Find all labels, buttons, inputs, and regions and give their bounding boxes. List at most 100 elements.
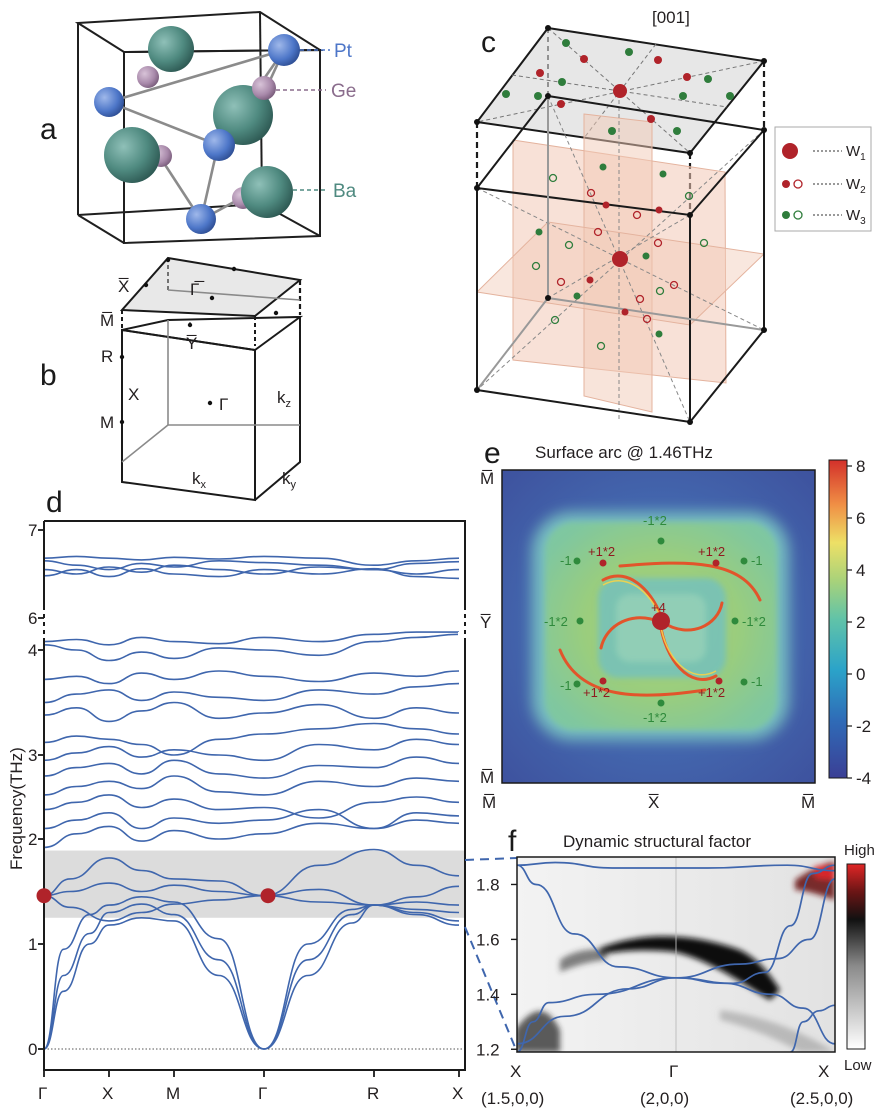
panel-e: e Surface arc @ 1.46THz +4 (480, 437, 871, 812)
xtick-gamma-1: Γ (38, 1084, 47, 1103)
surface-arc-title: Surface arc @ 1.46THz (535, 443, 713, 462)
panel-d: d 0 1 2 3 4 6 7 Frequency(THz) Γ X M Γ (7, 486, 518, 1103)
legend-w3: W3 (846, 207, 866, 227)
xtick-r: R (367, 1084, 379, 1103)
xtick-x-2: X (452, 1084, 463, 1103)
bz-m: M (100, 413, 114, 432)
bz-x: X (128, 385, 139, 404)
bulk-bz (121, 315, 304, 502)
panel-b: b X̅ Γ̅ M̅ Y̅ R X Γ M (40, 256, 304, 502)
dsf-yticks: 1.2 1.4 1.6 1.8 (476, 875, 517, 1059)
red-label-bl: +1*2 (583, 685, 610, 700)
xtick-gamma-2: Γ (258, 1084, 267, 1103)
e-xtick-mid: X̅ (648, 793, 659, 812)
weyl-legend: W1 W2 W3 (774, 126, 872, 232)
phonon-band-7 (43, 808, 460, 830)
f-xcoord-mid: (2,0,0) (640, 1089, 689, 1108)
bz-kx: kx (192, 469, 207, 491)
zoom-connector-top (464, 857, 518, 861)
ytick-3: 3 (28, 746, 37, 765)
colorbar-e-tick-4: 0 (856, 665, 865, 684)
ytick-2: 2 (28, 830, 37, 849)
phonon-band-18 (43, 555, 460, 567)
colorbar-e-tick-5: -2 (856, 717, 871, 736)
xtick-x-1: X (102, 1084, 113, 1103)
ylabel-frequency: Frequency(THz) (7, 747, 26, 870)
e-xtick-left: M̅ (482, 793, 496, 812)
red-label-br: +1*2 (698, 685, 725, 700)
bz-kz: kz (277, 388, 291, 410)
ba-atom (104, 127, 160, 183)
legend-w2: W2 (846, 176, 866, 196)
xtick-m: M (166, 1084, 180, 1103)
e-ytick-bottom: M̅ (480, 768, 494, 787)
colorbar-f (846, 863, 866, 1050)
legend-w1: W1 (846, 143, 866, 163)
dsf-bands (517, 861, 835, 1052)
phonon-band-14 (43, 682, 460, 704)
e-ytick-top: M̅ (480, 469, 494, 488)
f-ytick-1: 1.4 (476, 985, 500, 1004)
phonon-band-13 (43, 701, 460, 723)
e-xtick-right: M̅ (801, 793, 815, 812)
ba-atom (241, 166, 293, 218)
f-xcoord-right: (2.5,0,0) (790, 1089, 853, 1108)
panel-c: c [001] (474, 8, 872, 425)
ytick-1: 1 (28, 935, 37, 954)
green-label-right: -1*2 (742, 614, 766, 629)
pt-atom (268, 34, 300, 66)
phonon-band-4 (43, 882, 460, 906)
pt-atom (203, 129, 235, 161)
green-label-bottom: -1*2 (643, 710, 667, 725)
phonon-band-0 (43, 904, 460, 1050)
weyl-point-marker (260, 888, 276, 904)
phonon-band-5 (43, 848, 460, 897)
bz-ky: ky (282, 469, 297, 491)
phonon-band-6 (43, 819, 460, 849)
colorbar-e-tick-0: 8 (856, 457, 865, 476)
f-xtick-left: X (510, 1062, 521, 1081)
bz-xbar: X̅ (118, 277, 129, 296)
colorbar-e-tick-1: 6 (856, 509, 865, 528)
red-label-tr: +1*2 (698, 544, 725, 559)
bulk-weyl-points (531, 163, 709, 351)
colorbar-e-tick-2: 4 (856, 561, 865, 580)
axes-frame-d (43, 520, 466, 1071)
ge-atom (252, 76, 276, 100)
phonon-band-12 (43, 722, 460, 756)
dsf-band-3 (517, 976, 835, 1045)
dsf-band-1 (517, 861, 835, 872)
label-ba: Ba (333, 181, 357, 202)
colorbar-e (828, 459, 848, 779)
ytick-4: 4 (28, 641, 37, 660)
pt-atom (94, 87, 124, 117)
phonon-band-3 (43, 894, 460, 922)
green-label-tl: -1 (560, 553, 572, 568)
panel-label-f: f (508, 825, 517, 858)
phonon-band-10 (43, 756, 460, 779)
projected-weyl-points (502, 39, 734, 135)
center-charge-marker (652, 612, 670, 630)
axes-frame-f (516, 856, 836, 1053)
green-label-top: -1*2 (643, 513, 667, 528)
green-label-bl: -1 (560, 678, 572, 693)
panel-label-a: a (40, 113, 57, 146)
panel-label-e: e (484, 437, 501, 470)
f-xtick-mid: Γ (669, 1062, 678, 1081)
pt-atom (186, 204, 216, 234)
dsf-band-4 (790, 1004, 835, 1052)
ge-atom (137, 66, 159, 88)
label-ge: Ge (331, 81, 356, 102)
colorbar-e-ticks: 8 6 4 2 0 -2 -4 (847, 457, 871, 788)
bz-r: R (101, 347, 113, 366)
colorbar-low: Low (844, 1057, 872, 1074)
label-pt: Pt (334, 41, 353, 62)
ba-atom (148, 26, 194, 72)
phonon-band-15 (43, 670, 460, 685)
weyl-point-marker (36, 888, 52, 904)
atoms (94, 26, 300, 234)
phonon-band-8 (43, 794, 460, 819)
phonon-band-21 (43, 567, 460, 580)
colorbar-high: High (844, 842, 875, 859)
